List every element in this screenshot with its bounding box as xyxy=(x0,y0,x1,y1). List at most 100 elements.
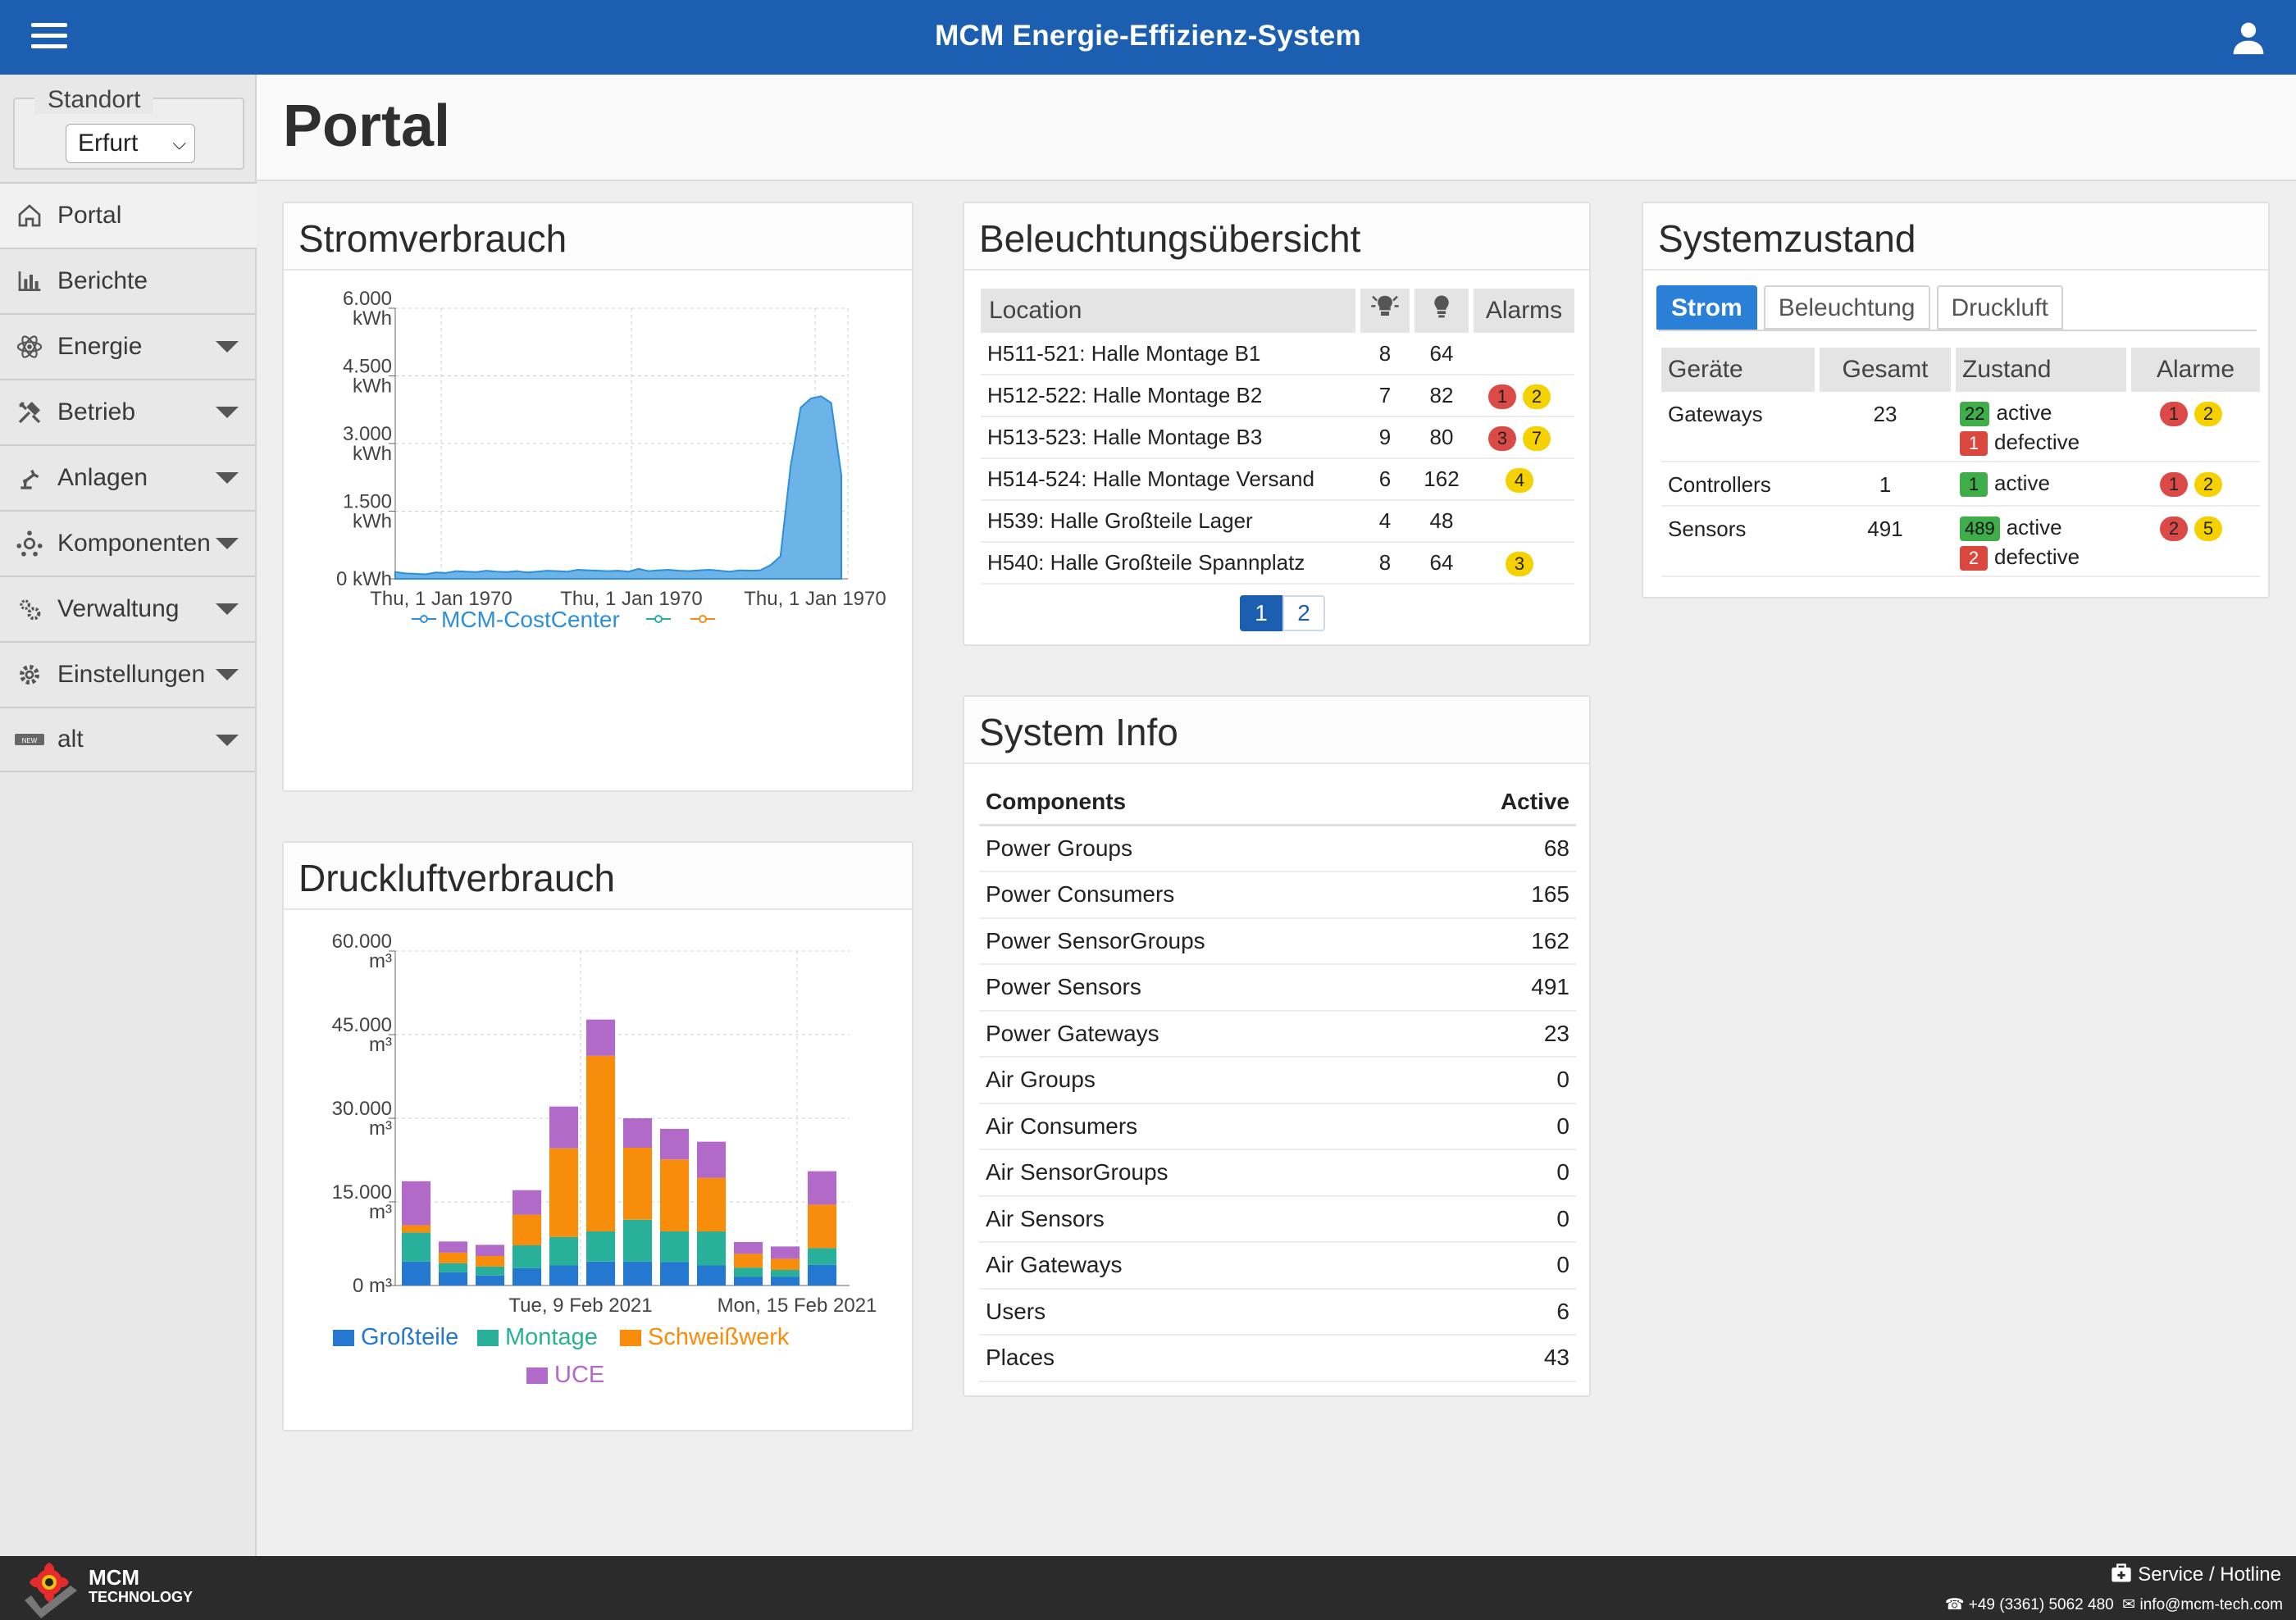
bar-segment xyxy=(402,1232,431,1262)
druckluftverbrauch-chart[interactable]: 60.000 m³ 45.000 m³ 30.000 m³ 15.000 m³ 0 m³ Tue… xyxy=(284,910,912,1430)
bar-segment xyxy=(402,1225,431,1233)
sidebar-item-energie[interactable]: Energie xyxy=(0,313,257,379)
status-badge-active: 489 xyxy=(1960,516,2000,541)
bar-segment xyxy=(771,1246,800,1259)
bar-segment xyxy=(660,1262,690,1286)
phone-icon: ☎ xyxy=(1944,1596,1965,1613)
table-row[interactable]: H540: Halle Großteile Spannplatz 8 64 3 xyxy=(981,542,1574,585)
email-address[interactable]: info@mcm-tech.com xyxy=(2139,1596,2284,1613)
y-tick-label: 1.500 kWh xyxy=(343,491,392,533)
cell-status: 22 active 1 defective xyxy=(1953,392,2129,462)
sidebar-item-portal[interactable]: Portal xyxy=(0,182,257,248)
column-header-gesamt[interactable]: Gesamt xyxy=(1817,348,1956,392)
system-info-table: Components Active Power Groups 68 Power Co… xyxy=(979,779,1576,1382)
tab-druckluft[interactable]: Druckluft xyxy=(1936,285,2063,330)
table-row[interactable]: H511-521: Halle Montage B1 8 64 xyxy=(981,333,1574,375)
bar-segment xyxy=(771,1258,800,1270)
card-title: Beleuchtungsübersicht xyxy=(964,203,1589,271)
page-button-1[interactable]: 1 xyxy=(1240,595,1282,631)
stromverbrauch-chart[interactable]: 6.000 kWh 4.500 kWh 3.000 kWh 1.500 kWh 0 kWh Th… xyxy=(284,271,912,790)
table-row[interactable]: H512-522: Halle Montage B2 7 82 1 2 xyxy=(981,375,1574,417)
sidebar-item-komponenten[interactable]: Komponenten xyxy=(0,510,257,576)
hamburger-menu-icon[interactable] xyxy=(31,23,67,52)
tab-strom[interactable]: Strom xyxy=(1656,285,1757,330)
alarm-badge-yellow: 4 xyxy=(1506,467,1533,493)
caret-down-icon xyxy=(216,407,239,418)
status-label-active: active xyxy=(2006,515,2062,539)
card-title: System Info xyxy=(964,697,1589,764)
alarm-badge-red: 1 xyxy=(2160,472,2188,497)
table-row: Air SensorGroups 0 xyxy=(979,1149,1576,1197)
sidebar-item-label: Energie xyxy=(57,333,143,360)
y-tick-label: 30.000 m³ xyxy=(332,1098,392,1140)
cell-component: Places xyxy=(979,1335,1421,1382)
column-header-fixtures[interactable] xyxy=(1358,289,1414,333)
cell-component: Air Consumers xyxy=(979,1103,1421,1150)
bar-series xyxy=(402,1019,837,1286)
cell-lamps: 80 xyxy=(1412,416,1471,459)
sidebar-item-verwaltung[interactable]: Verwaltung xyxy=(0,576,257,641)
chart-legend: Großteile Montage Schweißwerk UCE xyxy=(333,1324,790,1388)
bar-segment xyxy=(734,1267,763,1277)
footer: MCM TECHNOLOGY Service / Hotline ☎ +49 (… xyxy=(0,1556,2296,1620)
bar-segment xyxy=(771,1270,800,1277)
sidebar-item-anlagen[interactable]: Anlagen xyxy=(0,444,257,510)
cogs-icon xyxy=(15,594,44,624)
bar-segment xyxy=(697,1177,727,1232)
column-header-geraete[interactable]: Geräte xyxy=(1661,348,1820,392)
table-row[interactable]: H513-523: Halle Montage B3 9 80 3 7 xyxy=(981,416,1574,459)
standort-select[interactable]: Erfurt ⌵ xyxy=(66,124,195,163)
cell-component: Power Groups xyxy=(979,825,1421,872)
tab-beleuchtung[interactable]: Beleuchtung xyxy=(1763,285,1930,330)
chart-legend: MCM-CostCenter xyxy=(412,607,715,632)
page-button-2[interactable]: 2 xyxy=(1282,595,1325,631)
cell-component: Power Consumers xyxy=(979,871,1421,919)
service-hotline[interactable]: Service / Hotline xyxy=(2110,1563,2281,1586)
bar-segment xyxy=(476,1266,505,1276)
mcm-logo-icon xyxy=(25,1563,77,1618)
bar-segment xyxy=(734,1254,763,1268)
standort-fieldset: Standort Erfurt ⌵ xyxy=(13,86,244,170)
cell-active-count: 0 xyxy=(1420,1103,1576,1150)
cell-active-count: 0 xyxy=(1420,1057,1576,1104)
y-tick-label: 60.000 m³ xyxy=(332,931,392,972)
cell-active-count: 6 xyxy=(1420,1288,1576,1336)
table-row[interactable]: H539: Halle Großteile Lager 4 48 xyxy=(981,500,1574,543)
table-row: Users 6 xyxy=(979,1288,1576,1336)
column-header-location[interactable]: Location xyxy=(981,289,1360,333)
bar-segment xyxy=(623,1219,653,1262)
sidebar: Standort Erfurt ⌵ Portal Berichte Energi… xyxy=(0,75,257,1556)
sidebar-item-betrieb[interactable]: Betrieb xyxy=(0,379,257,444)
cell-component: Air Groups xyxy=(979,1057,1421,1104)
column-header-alarme[interactable]: Alarme xyxy=(2129,348,2260,392)
status-badge-defective: 1 xyxy=(1960,431,1988,456)
system-info-card: System Info Components Active Power Grou… xyxy=(963,695,1591,1397)
bar-segment xyxy=(771,1276,800,1286)
bar-segment xyxy=(586,1261,616,1286)
table-row[interactable]: H514-524: Halle Montage Versand 6 162 4 xyxy=(981,458,1574,501)
lighting-table: Location Alarms H511-521: Halle Montage … xyxy=(981,289,1574,585)
stromverbrauch-card: Stromverbrauch 6.000 kWh 4.500 kWh 3.000 kWh 1… xyxy=(282,202,913,792)
column-header-alarms[interactable]: Alarms xyxy=(1471,289,1574,333)
table-row: Sensors 491 489 active 2 defective 2 5 xyxy=(1661,506,2260,577)
bar-segment xyxy=(549,1265,579,1286)
sidebar-item-alt[interactable]: NEW alt xyxy=(0,707,257,772)
bar-segment xyxy=(808,1204,837,1249)
column-header-lamps[interactable] xyxy=(1412,289,1474,333)
sidebar-item-label: Verwaltung xyxy=(57,595,180,622)
brand-name: MCM xyxy=(89,1565,140,1590)
bar-segment xyxy=(623,1261,653,1286)
card-title: Druckluftverbrauch xyxy=(284,843,912,910)
phone-number[interactable]: +49 (3361) 5062 480 xyxy=(1968,1596,2114,1613)
alarm-badge-yellow: 5 xyxy=(2194,516,2222,541)
user-icon[interactable] xyxy=(2230,20,2266,56)
sidebar-item-berichte[interactable]: Berichte xyxy=(0,248,257,313)
new-badge-icon: NEW xyxy=(15,725,44,754)
caret-down-icon xyxy=(216,669,239,680)
column-header-zustand[interactable]: Zustand xyxy=(1953,348,2131,392)
alarm-badge-red: 1 xyxy=(1488,384,1516,409)
sidebar-item-einstellungen[interactable]: Einstellungen xyxy=(0,641,257,707)
cell-component: Users xyxy=(979,1288,1421,1336)
legend-swatch xyxy=(526,1367,548,1384)
